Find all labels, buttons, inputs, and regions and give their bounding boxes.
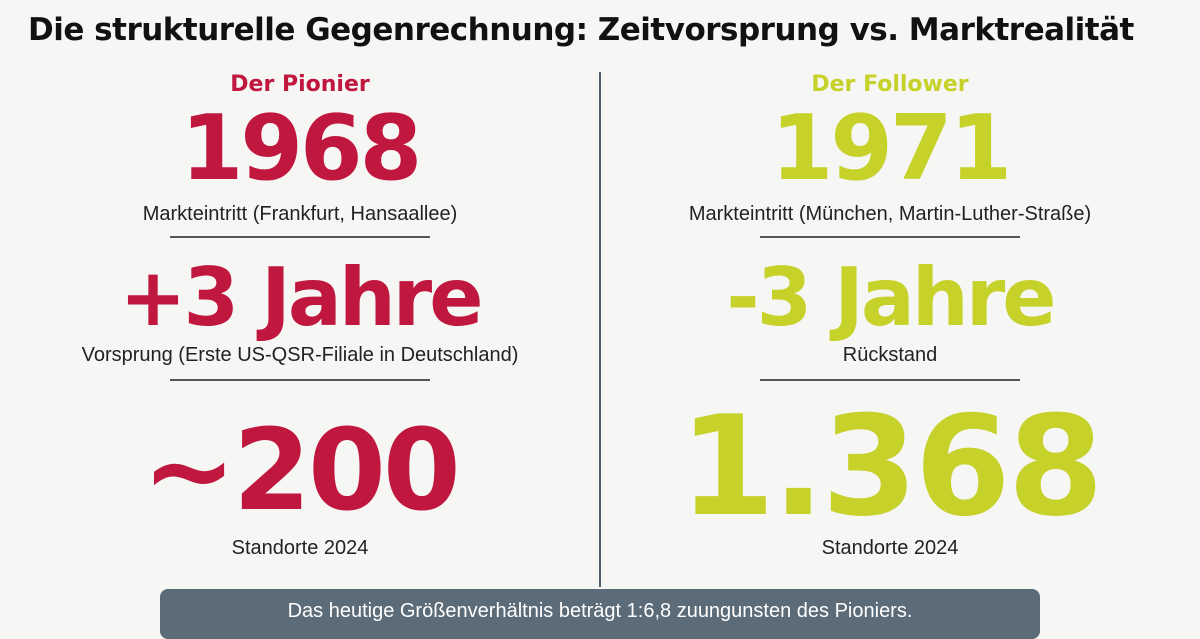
column-heading: Der Pionier — [230, 72, 370, 97]
divider — [599, 72, 601, 587]
separator — [760, 236, 1020, 238]
stat-value: ~200 — [142, 406, 461, 536]
column-heading: Der Follower — [811, 72, 969, 97]
title: Die strukturelle Gegenrechnung: Zeitvors… — [28, 12, 1134, 48]
stat-value: +3 Jahre — [119, 251, 484, 344]
stat-label: Markteintritt (Frankfurt, Hansaallee) — [142, 203, 458, 225]
footer-banner: Das heutige Größenverhältnis beträgt 1:6… — [160, 589, 1040, 639]
stat-label: Standorte 2024 — [231, 537, 369, 559]
stat-value: 1.368 — [679, 386, 1104, 547]
stat-label: Rückstand — [842, 344, 938, 366]
separator — [760, 379, 1020, 381]
stat-value: -3 Jahre — [726, 251, 1056, 344]
stat-label: Markteintritt (München, Martin-Luther-St… — [688, 203, 1092, 225]
stat-value: 1971 — [770, 96, 1013, 201]
separator — [170, 236, 430, 238]
stat-value: 1968 — [180, 96, 423, 201]
follower-column: Der Follower 1971 Markteintritt (München… — [610, 0, 1170, 628]
separator — [170, 379, 430, 381]
stat-label: Standorte 2024 — [821, 537, 959, 559]
pioneer-column: Der Pionier 1968 Markteintritt (Frankfur… — [20, 0, 580, 628]
stat-label: Vorsprung (Erste US-QSR-Filiale in Deuts… — [81, 344, 519, 366]
